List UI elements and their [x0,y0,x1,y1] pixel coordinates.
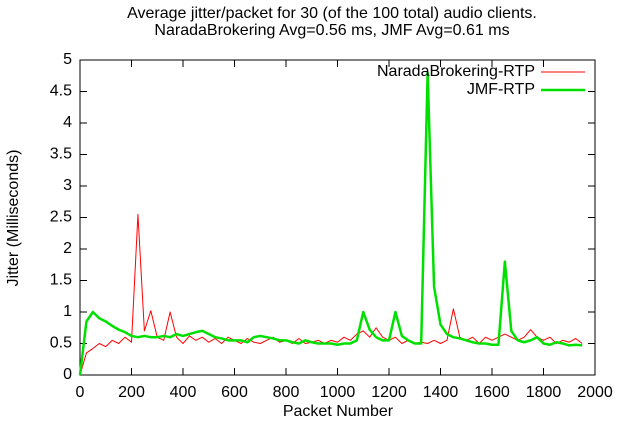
y-tick-label: 4 [63,114,72,131]
legend-label: JMF-RTP [467,81,535,98]
y-tick-label: 1.5 [50,272,72,289]
y-tick-label: 2.5 [50,209,72,226]
x-tick-label: 1800 [526,384,562,401]
x-tick-label: 1600 [474,384,510,401]
y-tick-label: 2 [63,240,72,257]
y-tick-label: 3 [63,177,72,194]
y-tick-label: 5 [63,51,72,68]
y-tick-label: 3.5 [50,146,72,163]
legend-label: NaradaBrokering-RTP [377,63,535,80]
y-tick-label: 0.5 [50,335,72,352]
y-tick-label: 1 [63,303,72,320]
x-tick-label: 0 [76,384,85,401]
y-tick-label: 0 [63,366,72,383]
y-axis-label: Jitter (Milliseconds) [5,150,22,287]
x-tick-label: 1400 [423,384,459,401]
chart-title: Average jitter/packet for 30 (of the 100… [127,5,537,22]
x-tick-label: 1200 [371,384,407,401]
x-tick-label: 200 [118,384,145,401]
chart-subtitle: NaradaBrokering Avg=0.56 ms, JMF Avg=0.6… [154,22,509,39]
x-tick-label: 400 [170,384,197,401]
x-axis-label: Packet Number [283,403,394,420]
series-line [78,71,583,376]
x-tick-label: 1000 [320,384,356,401]
x-tick-label: 600 [221,384,248,401]
x-tick-label: 2000 [577,384,613,401]
y-tick-label: 4.5 [50,83,72,100]
x-tick-label: 800 [273,384,300,401]
plot-frame [79,59,596,376]
